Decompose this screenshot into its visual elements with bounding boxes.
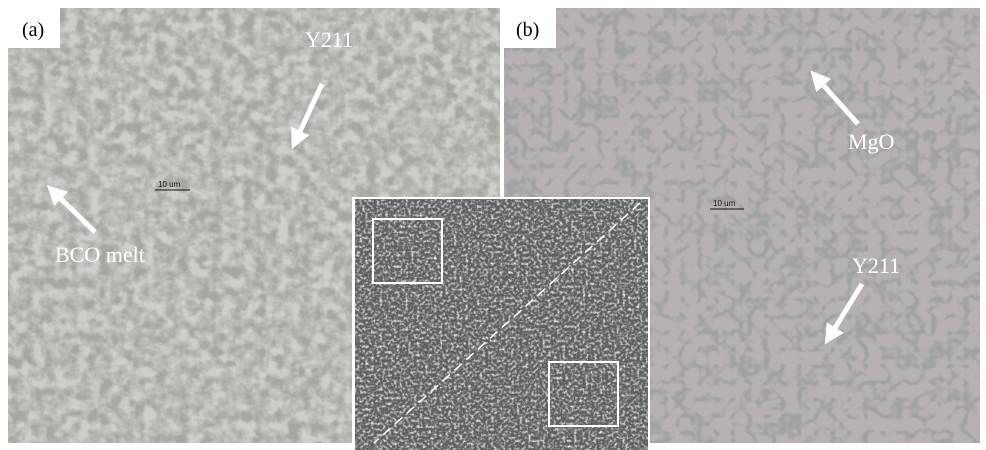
panel-b-label: (b) xyxy=(516,19,539,41)
figure: (a) 10 um Y211 BCO melt (b) 10 um MgO Y2… xyxy=(0,0,986,450)
panel-a-label: (a) xyxy=(22,19,44,41)
annotation: BCO melt xyxy=(55,242,145,267)
inset xyxy=(352,197,650,450)
annotation: MgO xyxy=(848,129,894,154)
annotation: Y211 xyxy=(852,253,900,278)
inset-texture xyxy=(355,199,648,450)
scale-bar-label: 10 um xyxy=(713,199,736,208)
scale-bar-label: 10 um xyxy=(158,180,181,189)
annotation: Y211 xyxy=(305,27,353,52)
